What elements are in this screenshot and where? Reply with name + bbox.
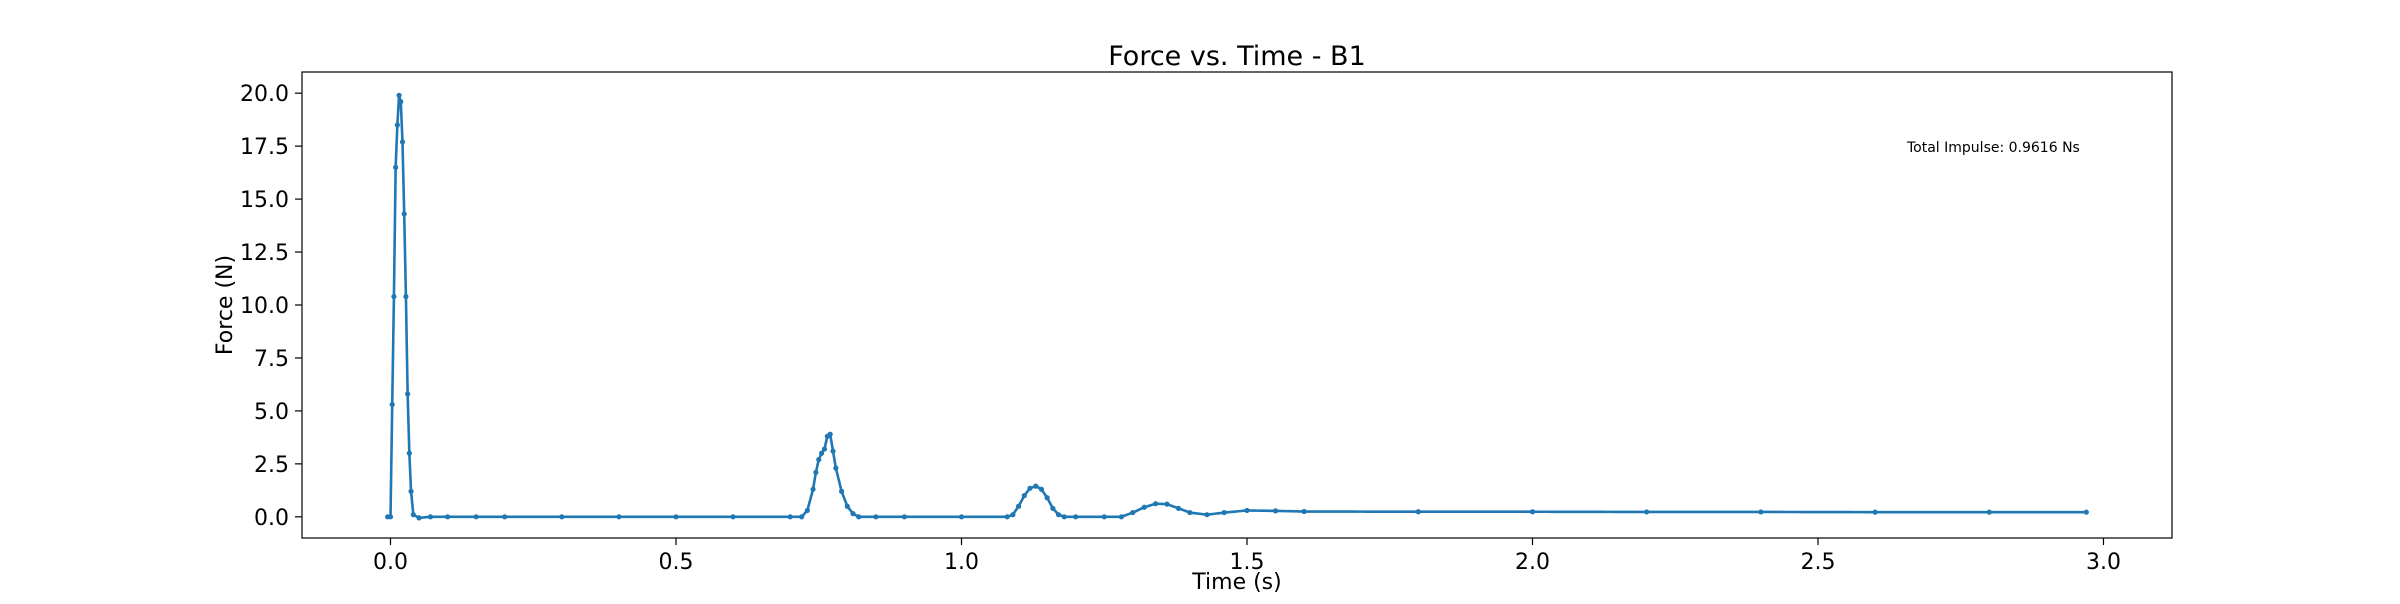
data-point	[1055, 512, 1062, 518]
data-point	[1044, 495, 1050, 501]
x-axis-ticks: 0.0 0.5 1.0 1.5 2.0 2.5 3.0	[373, 538, 2121, 575]
data-point	[1010, 512, 1016, 518]
data-point	[1221, 509, 1227, 516]
data-point	[850, 511, 856, 517]
data-point	[838, 488, 845, 494]
data-point	[408, 488, 414, 494]
y-tick-label: 5.0	[254, 400, 289, 425]
series-layer	[385, 92, 2089, 521]
data-point	[844, 503, 850, 509]
data-point	[1027, 485, 1033, 491]
data-point	[1872, 509, 1878, 515]
y-tick-label: 17.5	[240, 135, 289, 160]
chart-title: Force vs. Time - B1	[1108, 41, 1366, 72]
data-point	[473, 514, 479, 520]
data-point	[799, 514, 805, 520]
data-point	[804, 507, 810, 514]
data-point	[416, 515, 422, 521]
x-tick-label: 3.0	[2086, 550, 2121, 575]
data-point	[673, 514, 679, 520]
data-point	[427, 514, 434, 520]
data-point	[1061, 514, 1067, 520]
data-point	[1118, 514, 1124, 520]
data-point	[410, 512, 416, 518]
data-point	[1986, 509, 1992, 515]
data-point	[403, 293, 409, 300]
data-point	[398, 99, 404, 105]
data-point	[819, 450, 825, 456]
data-point	[1033, 483, 1039, 489]
data-point	[1141, 504, 1147, 510]
data-point	[1272, 508, 1279, 514]
data-point	[559, 514, 565, 520]
data-point	[958, 514, 965, 520]
x-tick-label: 2.0	[1515, 550, 1550, 575]
data-point	[1758, 509, 1764, 515]
data-point	[396, 92, 402, 98]
data-point	[399, 139, 406, 145]
data-point	[1415, 509, 1421, 515]
data-point	[1004, 514, 1010, 520]
data-point	[787, 514, 793, 520]
data-point	[502, 514, 508, 520]
data-point	[856, 514, 862, 520]
data-point	[873, 514, 879, 520]
data-point	[833, 465, 839, 471]
data-point	[445, 514, 451, 520]
data-point	[405, 391, 411, 397]
x-axis-title: Time (s)	[1191, 570, 1281, 595]
x-tick-label: 0.0	[373, 550, 408, 575]
data-point	[1164, 501, 1170, 507]
x-tick-label: 1.5	[1229, 550, 1264, 575]
y-tick-label: 10.0	[240, 294, 289, 319]
data-point	[1038, 486, 1045, 492]
data-point	[387, 514, 394, 520]
data-point	[813, 469, 819, 475]
data-point	[827, 431, 833, 437]
data-point	[830, 448, 836, 454]
data-point	[1015, 503, 1022, 509]
data-point	[1050, 505, 1056, 511]
data-point	[1244, 507, 1250, 514]
data-point	[1175, 505, 1182, 511]
x-tick-label: 1.0	[944, 550, 979, 575]
data-point	[1204, 512, 1210, 518]
data-point	[1153, 501, 1159, 507]
data-point	[816, 457, 822, 463]
data-point	[821, 446, 828, 452]
y-axis-title: Force (N)	[213, 255, 238, 355]
data-point	[901, 514, 907, 520]
data-point	[1130, 509, 1136, 516]
y-tick-label: 15.0	[240, 188, 289, 213]
y-tick-label: 12.5	[240, 241, 289, 266]
data-point	[810, 486, 816, 492]
data-point	[1073, 514, 1079, 520]
y-tick-label: 2.5	[254, 453, 289, 478]
data-point	[1644, 509, 1650, 515]
data-point	[616, 514, 622, 520]
data-point	[1021, 493, 1027, 499]
data-point	[1187, 509, 1193, 516]
x-tick-label: 2.5	[1800, 550, 1835, 575]
data-point	[401, 211, 407, 217]
data-point	[2083, 509, 2089, 515]
data-point	[730, 514, 736, 520]
data-point	[391, 293, 397, 300]
data-point	[1101, 514, 1107, 520]
y-tick-label: 7.5	[254, 347, 289, 372]
y-tick-label: 20.0	[240, 82, 289, 107]
data-point	[394, 122, 400, 128]
y-tick-label: 0.0	[254, 506, 289, 531]
data-point	[1529, 509, 1536, 515]
data-point	[389, 401, 395, 408]
data-point	[406, 450, 412, 456]
y-axis-ticks: 0.0 2.5 5.0 7.5 10.0 12.5 15.0 17.5 20.0	[240, 82, 302, 531]
data-point	[1301, 508, 1307, 515]
x-tick-label: 0.5	[659, 550, 694, 575]
total-impulse-annotation: Total Impulse: 0.9616 Ns	[1906, 140, 2080, 156]
data-point	[393, 164, 399, 170]
